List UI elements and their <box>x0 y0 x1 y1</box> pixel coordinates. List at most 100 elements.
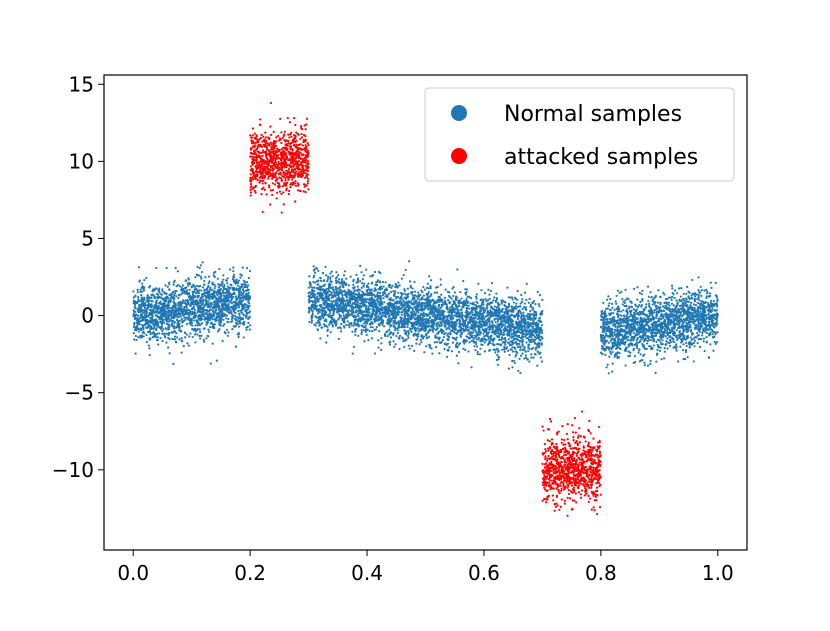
data-point <box>216 305 219 308</box>
data-point <box>387 292 391 295</box>
data-point <box>193 285 197 288</box>
data-point <box>335 271 338 274</box>
data-point <box>400 306 404 309</box>
data-point <box>319 318 322 321</box>
data-point <box>464 292 467 295</box>
data-point <box>518 342 521 345</box>
data-point <box>205 317 208 321</box>
data-point <box>478 353 481 356</box>
data-point <box>442 336 445 339</box>
data-point <box>148 299 151 302</box>
data-point <box>139 327 142 330</box>
data-point <box>169 293 172 296</box>
data-point <box>441 303 445 306</box>
data-point <box>475 342 478 346</box>
data-point <box>182 312 186 316</box>
data-point <box>137 296 140 299</box>
data-point <box>371 322 374 325</box>
data-point <box>239 309 242 312</box>
data-point <box>461 324 464 327</box>
data-point <box>155 327 158 330</box>
data-point <box>154 318 158 321</box>
data-point <box>513 306 516 309</box>
data-point <box>137 310 140 314</box>
data-point <box>203 313 206 316</box>
data-point <box>220 307 223 311</box>
data-point <box>185 306 188 309</box>
data-point <box>329 280 332 283</box>
data-point <box>237 332 240 335</box>
data-point <box>371 326 374 329</box>
data-point <box>151 336 154 339</box>
data-point <box>504 343 507 346</box>
data-point <box>151 300 154 303</box>
data-point <box>457 350 461 354</box>
data-point <box>475 293 478 296</box>
data-point <box>148 286 151 289</box>
data-point <box>418 325 421 328</box>
data-point <box>434 345 438 349</box>
data-point <box>215 319 218 322</box>
data-point <box>214 285 217 288</box>
data-point <box>191 310 194 314</box>
data-point <box>203 327 206 330</box>
data-point <box>187 308 190 312</box>
data-point <box>536 324 540 327</box>
data-point <box>180 286 183 289</box>
data-point <box>490 320 494 323</box>
data-point <box>421 291 424 294</box>
data-point <box>222 289 225 292</box>
data-point <box>142 286 145 290</box>
data-point <box>407 305 410 309</box>
data-point <box>192 307 196 310</box>
data-point <box>446 290 449 293</box>
data-point <box>368 288 371 291</box>
data-point <box>242 323 245 326</box>
data-point <box>403 304 406 307</box>
data-point <box>147 344 150 347</box>
data-point <box>439 283 442 286</box>
data-point <box>149 333 152 336</box>
data-point <box>199 275 202 278</box>
data-point <box>239 318 242 321</box>
data-point <box>201 286 205 289</box>
data-point <box>158 325 161 329</box>
data-point <box>532 356 535 359</box>
data-point <box>180 339 183 342</box>
data-point <box>231 292 234 296</box>
data-point <box>182 344 185 348</box>
data-point <box>393 307 397 311</box>
data-point <box>147 302 150 305</box>
data-point <box>161 288 164 291</box>
data-point <box>145 322 148 325</box>
data-point <box>183 316 186 319</box>
data-point <box>337 287 340 290</box>
data-point <box>488 323 491 326</box>
data-point <box>228 268 232 271</box>
data-point <box>498 338 501 342</box>
data-point <box>191 335 194 339</box>
data-point <box>343 316 346 319</box>
data-point <box>429 286 432 290</box>
data-point <box>413 349 416 352</box>
data-point <box>191 324 194 327</box>
data-point <box>462 322 466 325</box>
data-point <box>235 307 238 310</box>
data-point <box>369 325 372 329</box>
data-point <box>224 314 228 317</box>
data-point <box>431 352 434 355</box>
data-point <box>235 299 238 302</box>
data-point <box>454 308 457 311</box>
data-point <box>488 328 491 331</box>
data-point <box>308 281 311 284</box>
data-point <box>163 307 166 311</box>
data-point <box>134 294 137 297</box>
data-point <box>462 338 466 341</box>
data-point <box>503 345 506 349</box>
data-point <box>400 318 403 321</box>
data-point <box>172 283 175 286</box>
data-point <box>471 317 474 320</box>
data-point <box>352 306 355 310</box>
data-point <box>216 330 220 333</box>
data-point <box>507 320 510 323</box>
